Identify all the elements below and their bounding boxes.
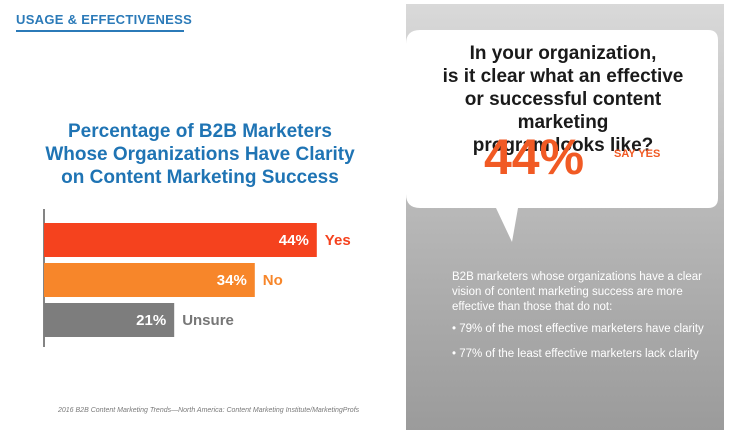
- bar-category-label-no: No: [263, 272, 283, 289]
- section-tag: USAGE & EFFECTIVENESS: [16, 12, 193, 27]
- bar-category-label-unsure: Unsure: [182, 312, 234, 329]
- question-line-1: In your organization,: [469, 43, 657, 64]
- chart-title-line-1: Percentage of B2B Marketers: [68, 121, 332, 142]
- bar-no: [44, 263, 255, 297]
- question-line-2: is it clear what an effective: [442, 66, 684, 87]
- bar-value-label-no: 34%: [217, 272, 247, 289]
- finding-description: B2B marketers whose organizations have a…: [452, 271, 702, 313]
- chart-panel: [6, 4, 406, 430]
- question-line-3: or successful content marketing: [464, 89, 662, 133]
- bar-chart: 44% Yes 34% No 21% Unsure: [43, 209, 351, 347]
- bar-value-label-unsure: 21%: [136, 312, 166, 329]
- highlight-percentage: 44%: [484, 129, 585, 185]
- chart-title: Percentage of B2B Marketers Whose Organi…: [30, 120, 370, 189]
- chart-title-line-3: on Content Marketing Success: [61, 167, 339, 188]
- bar-yes: [44, 223, 317, 257]
- section-underline: [16, 30, 184, 32]
- survey-question: In your organization, is it clear what a…: [418, 42, 708, 157]
- bar-value-label-yes: 44%: [279, 232, 309, 249]
- bar-unsure: [44, 303, 175, 337]
- speech-bubble: [406, 30, 718, 242]
- chart-title-line-2: Whose Organizations Have Clarity: [45, 144, 355, 165]
- finding-bullet-2: • 77% of the least effective marketers l…: [452, 348, 699, 360]
- source-note: 2016 B2B Content Marketing Trends—North …: [58, 407, 360, 414]
- finding-bullet-1: • 79% of the most effective marketers ha…: [452, 323, 704, 335]
- question-line-4: program looks like?: [472, 135, 654, 156]
- bar-category-label-yes: Yes: [325, 232, 351, 249]
- highlight-label: SAY YES: [614, 148, 661, 160]
